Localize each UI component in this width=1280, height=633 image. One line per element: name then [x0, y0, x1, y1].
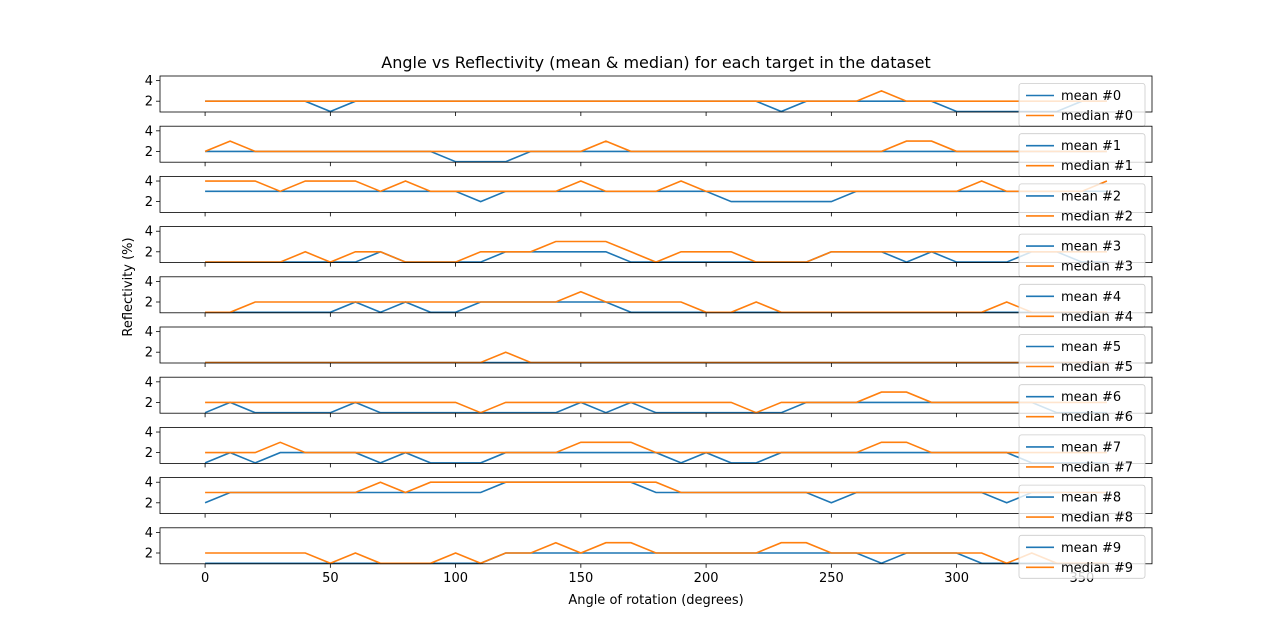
- axes-frame: [159, 125, 1153, 163]
- legend-label: median #8: [1061, 511, 1133, 526]
- legend-label: median #2: [1061, 209, 1133, 224]
- y-tick-label: 4: [145, 175, 153, 190]
- legend-label: mean #2: [1061, 189, 1121, 204]
- legend-5: mean #5 median #5: [1018, 334, 1146, 378]
- subplot-0: 2 4 mean #0 median #0: [145, 74, 1153, 127]
- y-tick-label: 2: [145, 245, 153, 260]
- y-tick-label: 2: [145, 346, 153, 361]
- x-tick-label: 0: [201, 571, 209, 586]
- subplot-4: 2 4 mean #4 median #4: [145, 275, 1153, 328]
- series-line-median-3: [205, 240, 1107, 263]
- axes-frame: [159, 175, 1153, 213]
- legend-label: mean #9: [1061, 541, 1121, 556]
- series-line-median-1: [204, 140, 1107, 153]
- series-line-median-5: [205, 351, 1107, 364]
- legend-2: mean #2 median #2: [1018, 183, 1146, 228]
- y-tick-label: 2: [145, 396, 153, 411]
- y-tick-label: 4: [145, 225, 153, 240]
- subplot-7: 2 4 mean #7 median #7: [145, 426, 1153, 479]
- legend-label: median #5: [1061, 360, 1133, 375]
- legend-label: mean #5: [1061, 340, 1121, 355]
- axes-frame: [159, 75, 1153, 113]
- subplot-2: 2 4 mean #2 median #2: [145, 175, 1153, 228]
- y-tick-label: 4: [145, 74, 153, 89]
- x-tick-label: 50: [322, 571, 339, 586]
- figure-title: Angle vs Reflectivity (mean & median) fo…: [381, 53, 931, 72]
- legend-label: median #0: [1061, 109, 1133, 124]
- x-tick-label: 300: [944, 571, 969, 586]
- x-tick-label: 200: [694, 571, 719, 586]
- y-tick-label: 2: [145, 446, 153, 461]
- series-line-median-6: [205, 391, 1107, 414]
- legend-4: mean #4 median #4: [1018, 283, 1146, 328]
- x-tick-label: 250: [819, 571, 844, 586]
- legend-label: mean #8: [1061, 491, 1121, 506]
- legend-label: median #9: [1061, 561, 1133, 576]
- legend-1: mean #1 median #1: [1018, 133, 1146, 178]
- y-tick-label: 4: [145, 124, 153, 139]
- subplot-6: 2 4 mean #6 median #6: [145, 375, 1153, 429]
- subplot-5: 2 4 mean #5 median #5: [145, 325, 1153, 378]
- y-tick-label: 4: [145, 275, 153, 290]
- x-tick-label: 150: [568, 571, 593, 586]
- y-tick-label: 2: [145, 95, 153, 110]
- legend-label: mean #0: [1061, 89, 1121, 104]
- legend-label: median #6: [1061, 410, 1133, 425]
- series-line-median-8: [205, 481, 1107, 494]
- series-line-median-9: [205, 541, 1107, 565]
- x-axis-label: Angle of rotation (degrees): [568, 593, 743, 608]
- axes-frame: [159, 276, 1153, 314]
- legend-label: median #4: [1061, 310, 1133, 325]
- y-tick-label: 2: [145, 195, 153, 210]
- legend-label: mean #1: [1061, 139, 1121, 154]
- y-axis-label: Reflectivity (%): [121, 237, 136, 336]
- x-tick-label: 100: [443, 571, 468, 586]
- y-tick-label: 2: [145, 496, 153, 511]
- y-tick-label: 4: [145, 426, 153, 441]
- axes-frame: [159, 376, 1153, 414]
- series-line-median-0: [205, 90, 1107, 102]
- series-line-median-2: [205, 180, 1108, 193]
- legend-7: mean #7 median #7: [1018, 434, 1146, 479]
- legend-label: median #7: [1061, 460, 1133, 475]
- y-tick-label: 2: [145, 296, 153, 311]
- legend-8: mean #8 median #8: [1018, 484, 1146, 529]
- y-tick-label: 2: [145, 145, 153, 160]
- series-line-median-4: [205, 290, 1107, 314]
- axes-frame: [159, 326, 1153, 364]
- axes-frame: [159, 477, 1153, 515]
- y-tick-label: 4: [145, 526, 153, 541]
- legend-label: median #1: [1061, 159, 1133, 174]
- axes-frame: [159, 527, 1153, 565]
- y-tick-label: 2: [145, 547, 153, 562]
- subplot-8: 2 4 mean #8 median #8: [145, 476, 1153, 529]
- y-tick-label: 4: [145, 325, 153, 340]
- legend-6: mean #6 median #6: [1018, 384, 1146, 429]
- axes-frame: [159, 226, 1153, 264]
- legend-label: mean #7: [1061, 440, 1121, 455]
- legend-3: mean #3 median #3: [1018, 233, 1146, 278]
- axes-frame: [159, 426, 1153, 464]
- legend-9: mean #9 median #9: [1018, 534, 1146, 579]
- legend-0: mean #0 median #0: [1018, 83, 1146, 127]
- subplot-1: 2 4 mean #1 median #1: [145, 124, 1153, 178]
- legend-label: median #3: [1061, 260, 1133, 275]
- series-line-median-7: [205, 441, 1107, 454]
- legend-label: mean #4: [1061, 290, 1121, 305]
- subplot-3: 2 4 mean #3 median #3: [145, 225, 1153, 278]
- y-tick-label: 4: [145, 476, 153, 491]
- legend-label: mean #3: [1061, 240, 1121, 255]
- y-tick-label: 4: [145, 375, 153, 390]
- legend-label: mean #6: [1061, 390, 1121, 405]
- subplots: 2 4 mean #0 median #0 2 4 mean #1 median #1 2 4 me…: [145, 74, 1153, 586]
